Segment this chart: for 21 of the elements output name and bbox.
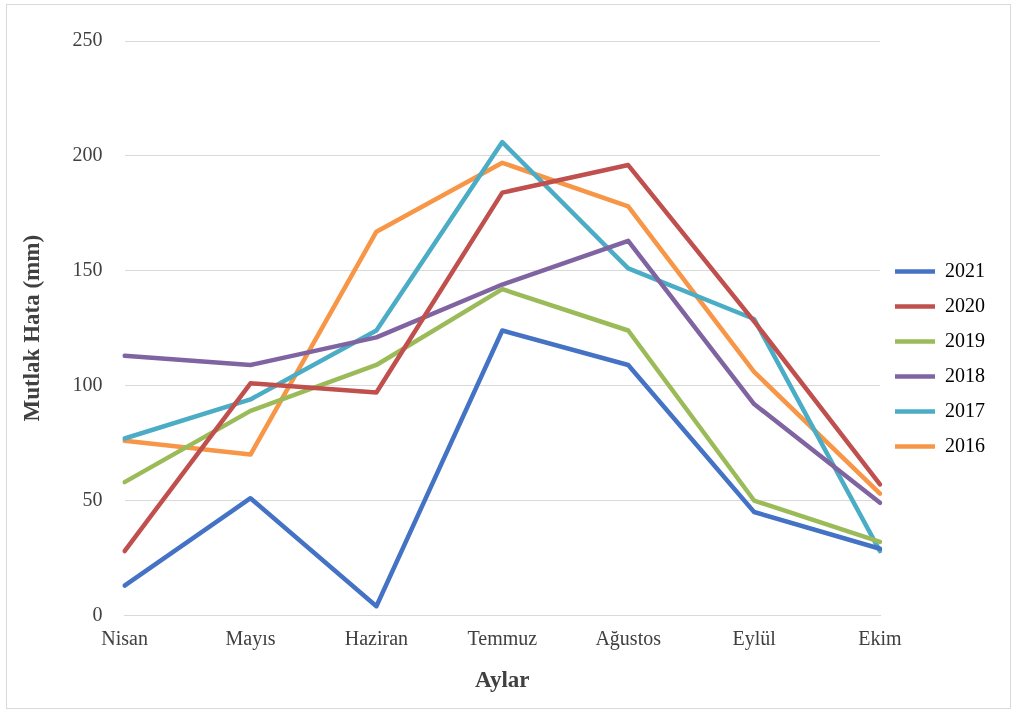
x-tick-label: Temmuz [467,626,538,649]
legend-label: 2017 [945,398,985,421]
legend-label: 2020 [945,293,985,316]
x-axis-title: Aylar [475,667,530,693]
legend-label: 2019 [945,328,985,351]
x-tick-label: Mayıs [225,626,276,650]
y-tick-label: 150 [72,258,103,281]
legend-label: 2021 [945,258,985,281]
y-tick-label: 200 [72,143,103,166]
x-tick-label: Ekim [858,626,903,649]
y-tick-label: 100 [72,372,103,395]
y-axis-title: Mutlak Hata (mm) [18,234,44,422]
y-tick-label: 250 [72,28,103,51]
legend-label: 2016 [945,433,985,456]
y-tick-label: 50 [82,487,103,510]
x-tick-label: Eylül [732,626,777,650]
legend-label: 2018 [945,363,985,386]
x-tick-label: Haziran [344,626,409,649]
x-tick-label: Nisan [101,626,148,649]
y-tick-label: 0 [92,602,103,625]
x-tick-label: Ağustos [595,626,662,650]
